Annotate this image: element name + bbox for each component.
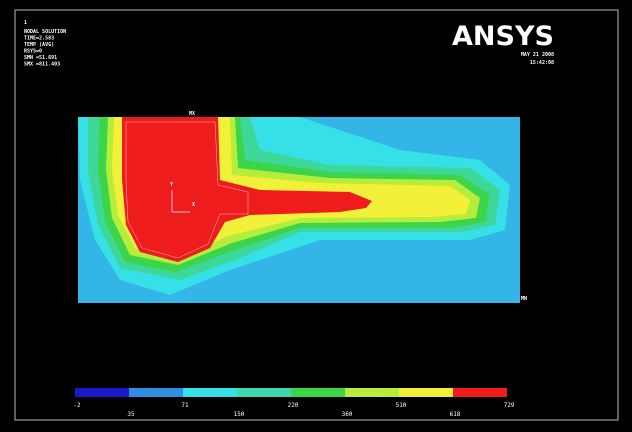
info-line: SMX =811.403 [24,62,60,68]
mesh-outline [125,121,249,259]
legend-label: 510 [396,402,407,409]
info-line: NODAL SOLUTION [24,29,66,35]
time: 15:42:08 [530,60,554,66]
max-label: MX [189,111,195,117]
legend-labels: -2 35 71 150 220 360 510 618 729 [73,402,514,418]
legend-band [291,388,345,397]
legend-label: 618 [450,411,461,418]
legend-label: 360 [342,411,353,418]
corner-number: 1 [24,20,27,26]
legend-band [129,388,183,397]
axis-x: X [192,202,195,208]
legend-band [75,388,129,397]
logo: ANSYS [452,21,554,52]
band-red [122,117,372,262]
legend-label: 729 [504,402,515,409]
axis-y: Y [170,182,173,188]
legend-label: -2 [73,402,81,409]
info-line: TEMP (AVG) [24,42,54,48]
color-legend [75,388,507,397]
info-line: TIME=2.583 [24,36,54,42]
frame [14,9,619,421]
min-label: MN [521,296,527,302]
legend-band [453,388,507,397]
logo-text: ANSYS [452,21,554,52]
info-line: RSYS=0 [24,49,42,55]
legend-label: 71 [181,402,189,409]
legend-band [183,388,237,397]
legend-band [345,388,399,397]
contour-plot: Y X MX MN [78,111,527,303]
legend-label: 35 [127,411,135,418]
legend-band [237,388,291,397]
info-line: SMN =51.691 [24,55,57,61]
date: MAY 21 2008 [521,52,554,58]
legend-band [399,388,453,397]
legend-label: 150 [234,411,245,418]
legend-label: 220 [288,402,299,409]
